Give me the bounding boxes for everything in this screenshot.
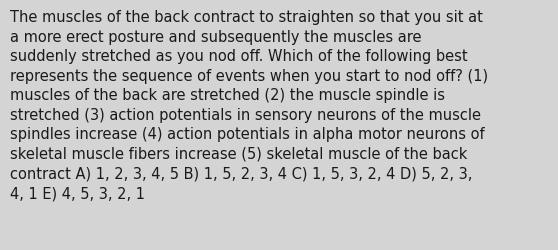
Text: The muscles of the back contract to straighten so that you sit at
a more erect p: The muscles of the back contract to stra…: [10, 10, 488, 200]
